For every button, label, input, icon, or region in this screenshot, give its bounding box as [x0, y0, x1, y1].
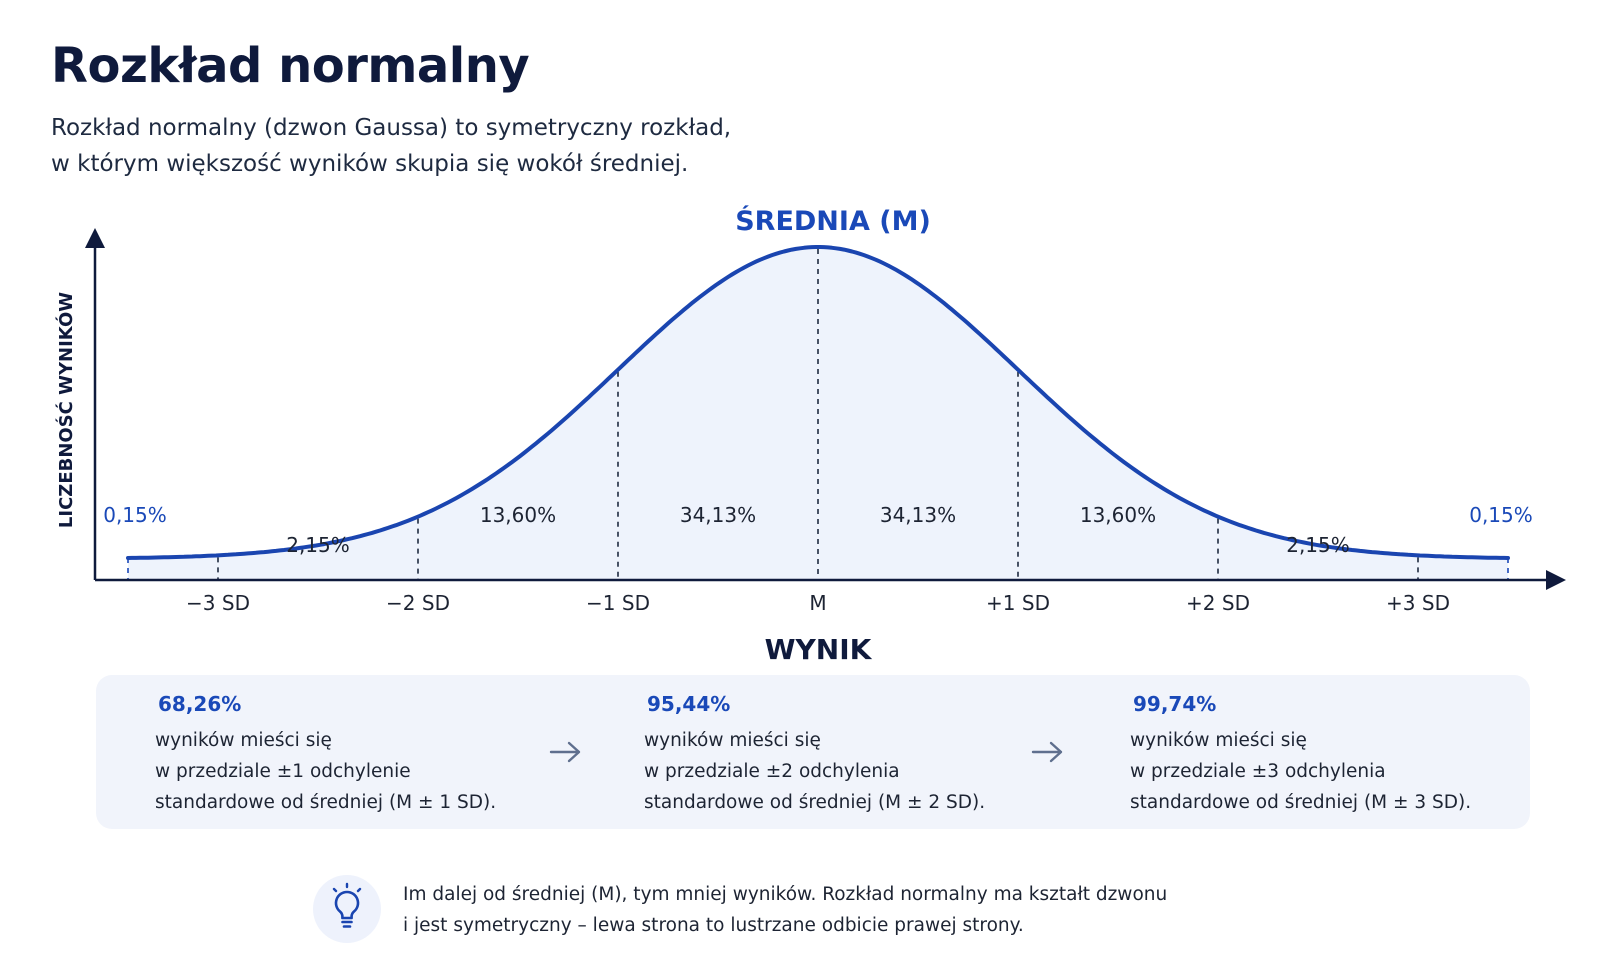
summary-percent: 95,44%	[647, 692, 731, 716]
sd-divider-layer	[127, 249, 1509, 580]
x-tick-label: −2 SD	[386, 591, 450, 615]
segment-percent-label: 13,60%	[480, 503, 556, 527]
y-axis-label: LICZEBNOŚĆ WYNIKÓW	[55, 292, 77, 528]
summary-text-line: standardowe od średniej (M ± 3 SD).	[1130, 792, 1472, 813]
summary-percent: 68,26%	[158, 692, 242, 716]
x-tick-label: −3 SD	[186, 591, 250, 615]
x-axis-label: WYNIK	[765, 633, 873, 660]
lightbulb-icon	[313, 875, 381, 943]
x-tick-label: +2 SD	[1186, 591, 1250, 615]
segment-percent-label: 13,60%	[1080, 503, 1156, 527]
mean-label: ŚREDNIA (M)	[735, 205, 931, 237]
summary-panel: 68,26% wyników mieści się w przedziale ±…	[96, 675, 1530, 829]
normal-distribution-chart: 0,15% 2,15% 13,60% 34,13% 34,13% 13,60% 2,15% 0…	[55, 205, 1566, 660]
tip-text-line: Im dalej od średniej (M), tym mniej wyni…	[403, 884, 1168, 905]
tip-text-line: i jest symetryczny – lewa strona to lust…	[403, 915, 1024, 936]
summary-text-line: wyników mieści się	[155, 730, 332, 751]
summary-item-3sd: 99,74% wyników mieści się w przedziale ±…	[1130, 689, 1471, 818]
segment-percent-label: 2,15%	[1286, 533, 1350, 557]
subtitle-line: w którym większość wyników skupia się wo…	[51, 151, 689, 177]
x-tick-label: −1 SD	[586, 591, 650, 615]
bell-curve	[126, 245, 1510, 560]
summary-text-line: wyników mieści się	[1130, 730, 1307, 751]
page-subtitle: Rozkład normalny (dzwon Gaussa) to symet…	[51, 110, 731, 182]
segment-label-layer: 0,15% 2,15% 13,60% 34,13% 34,13% 13,60% 2,15% 0…	[103, 503, 1533, 557]
segment-percent-label: 34,13%	[880, 503, 956, 527]
summary-item-2sd: 95,44% wyników mieści się w przedziale ±…	[644, 689, 985, 818]
summary-text-line: wyników mieści się	[644, 730, 821, 751]
arrow-right-icon	[1031, 741, 1063, 763]
x-tick-label: +3 SD	[1386, 591, 1450, 615]
x-tick-label: +1 SD	[986, 591, 1050, 615]
page-title: Rozkład normalny	[51, 38, 530, 94]
summary-text-line: standardowe od średniej (M ± 2 SD).	[644, 792, 986, 813]
summary-percent: 99,74%	[1133, 692, 1217, 716]
summary-text-line: w przedziale ±3 odchylenia	[1130, 761, 1386, 782]
arrow-right-icon	[549, 741, 581, 763]
summary-text-line: standardowe od średniej (M ± 1 SD).	[155, 792, 497, 813]
summary-text-line: w przedziale ±1 odchylenie	[155, 761, 411, 782]
segment-percent-label: 2,15%	[286, 533, 350, 557]
segment-percent-label: 0,15%	[103, 503, 167, 527]
segment-percent-label: 0,15%	[1469, 503, 1533, 527]
x-tick-label: M	[809, 591, 826, 615]
summary-item-1sd: 68,26% wyników mieści się w przedziale ±…	[155, 689, 496, 818]
summary-text-line: w przedziale ±2 odchylenia	[644, 761, 900, 782]
subtitle-line: Rozkład normalny (dzwon Gaussa) to symet…	[51, 115, 732, 141]
tip-text: Im dalej od średniej (M), tym mniej wyni…	[403, 879, 1283, 941]
segment-percent-label: 34,13%	[680, 503, 756, 527]
tick-label-layer: −3 SD −2 SD −1 SD M +1 SD +2 SD +3 SD	[186, 591, 1450, 615]
